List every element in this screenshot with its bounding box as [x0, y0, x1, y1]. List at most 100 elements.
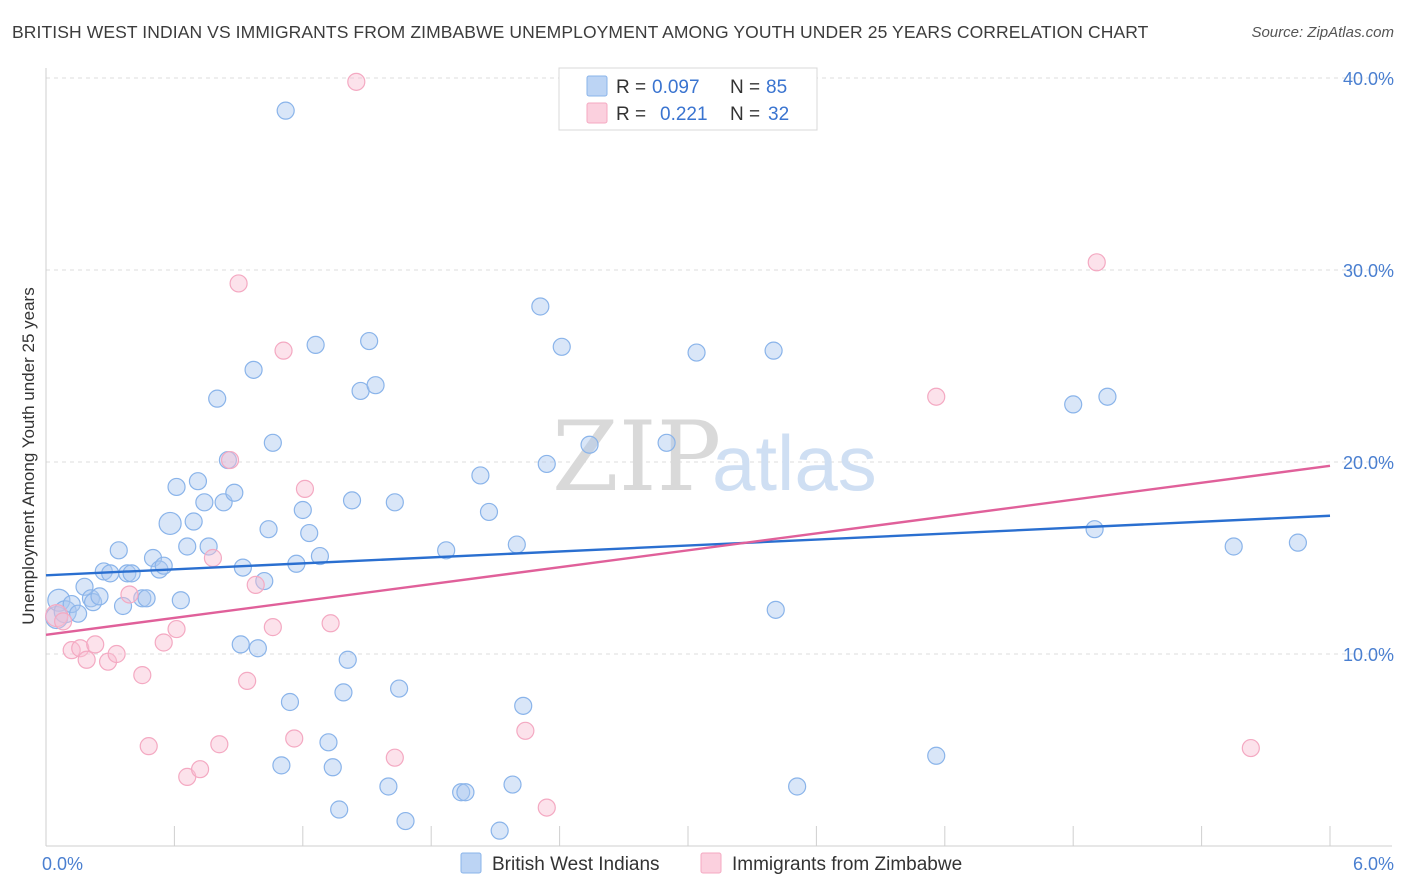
blue-point-22 — [171, 591, 190, 610]
blue-point-75 — [764, 341, 783, 360]
blue-point-20 — [158, 511, 182, 536]
blue-point-65 — [490, 821, 509, 840]
legend-r-label-2: R = — [616, 104, 646, 125]
bottom-legend-label-2: Immigrants from Zimbabwe — [732, 854, 962, 875]
blue-point-12 — [113, 596, 133, 616]
legend-n-label-1: N = — [730, 77, 760, 98]
pink-point-1 — [54, 612, 73, 631]
blue-point-3 — [62, 594, 81, 614]
blue-point-1 — [47, 588, 71, 612]
blue-point-26 — [195, 493, 214, 512]
axes — [45, 68, 1392, 847]
blue-point-60 — [437, 541, 456, 560]
series-immigrants-from-zimbabwe — [45, 72, 1260, 817]
pink-point-8 — [120, 585, 139, 604]
blue-point-48 — [323, 758, 342, 777]
blue-point-76 — [766, 600, 785, 619]
y-tick-labels: 10.0% 20.0% 30.0% 40.0% — [1343, 69, 1394, 665]
legend-r-value-2: 0.221 — [660, 104, 708, 125]
pink-point-22 — [274, 341, 293, 360]
blue-point-74 — [687, 343, 706, 362]
pink-point-11 — [154, 633, 173, 652]
pink-point-23 — [285, 729, 304, 748]
pink-point-18 — [229, 274, 248, 293]
chart-source: Source: ZipAtlas.com — [1251, 24, 1394, 41]
blue-point-46 — [310, 546, 330, 566]
blue-point-58 — [390, 679, 409, 698]
blue-point-55 — [366, 376, 385, 395]
y-axis-label: Unemployment Among Youth under 25 years — [19, 287, 38, 624]
pink-point-19 — [238, 671, 257, 690]
trend-lines — [45, 464, 1331, 636]
blue-point-14 — [122, 564, 141, 583]
blue-point-32 — [231, 635, 250, 654]
pink-point-25 — [321, 614, 340, 633]
series-legend: British West Indians Immigrants from Zim… — [460, 852, 962, 875]
blue-point-83 — [1288, 533, 1308, 552]
blue-point-59 — [396, 811, 415, 831]
blue-point-35 — [248, 639, 267, 658]
blue-point-27 — [199, 537, 218, 556]
legend-n-value-2: 32 — [768, 104, 789, 125]
pink-point-29 — [537, 798, 556, 817]
blue-point-13 — [118, 564, 137, 583]
x-tick-label-1: 6.0% — [1353, 854, 1394, 874]
pink-point-21 — [263, 618, 282, 637]
legend-swatch-pink — [586, 102, 608, 124]
blue-point-73 — [657, 433, 676, 452]
blue-point-21 — [167, 477, 186, 497]
y-tick-label-1: 20.0% — [1343, 453, 1394, 473]
blue-point-16 — [137, 589, 156, 608]
pink-point-27 — [385, 748, 404, 767]
bottom-legend-swatch-blue — [460, 852, 482, 874]
blue-point-69 — [531, 297, 550, 316]
blue-point-56 — [379, 777, 398, 796]
y-tick-label-3: 40.0% — [1343, 69, 1394, 89]
pink-point-12 — [167, 619, 186, 639]
blue-point-78 — [927, 746, 946, 765]
blue-point-38 — [263, 433, 282, 452]
pink-point-16 — [210, 735, 229, 754]
legend-r-label-1: R = — [616, 77, 646, 98]
blue-point-52 — [342, 491, 362, 510]
blue-point-66 — [503, 775, 522, 794]
bottom-legend-label-1: British West Indians — [492, 854, 660, 875]
blue-point-39 — [272, 756, 291, 775]
blue-point-37 — [259, 520, 278, 539]
blue-point-57 — [385, 493, 404, 512]
legend-n-label-2: N = — [730, 104, 760, 125]
blue-point-64 — [479, 502, 499, 522]
pink-point-20 — [246, 575, 265, 594]
pink-point-14 — [190, 760, 210, 779]
blue-point-61 — [452, 783, 471, 802]
pink-point-15 — [203, 548, 223, 568]
pink-point-5 — [86, 635, 105, 654]
watermark-atlas: atlas — [712, 419, 877, 507]
blue-point-45 — [306, 335, 325, 354]
blue-point-41 — [280, 692, 300, 712]
blue-point-24 — [184, 512, 203, 531]
pink-point-17 — [220, 450, 240, 470]
pink-point-7 — [107, 644, 126, 664]
watermark-zip: ZIP — [552, 401, 721, 513]
blue-point-5 — [75, 577, 94, 596]
pink-point-10 — [139, 737, 158, 756]
blue-point-47 — [319, 733, 338, 752]
pink-point-26 — [347, 72, 366, 91]
blue-point-31 — [225, 483, 244, 502]
pink-point-4 — [77, 650, 96, 669]
trend-line-british-west-indians — [45, 514, 1331, 577]
x-tick-labels: 0.0% 6.0% — [42, 854, 1394, 874]
blue-point-70 — [537, 454, 556, 474]
blue-point-72 — [580, 435, 599, 454]
pink-point-30 — [927, 387, 946, 406]
bottom-legend-swatch-pink — [700, 852, 722, 874]
blue-point-81 — [1098, 387, 1117, 406]
blue-point-80 — [1085, 520, 1104, 539]
blue-point-34 — [244, 360, 263, 379]
blue-point-23 — [178, 537, 197, 556]
blue-point-4 — [68, 604, 88, 623]
pink-point-31 — [1087, 253, 1106, 272]
blue-point-62 — [456, 783, 475, 802]
